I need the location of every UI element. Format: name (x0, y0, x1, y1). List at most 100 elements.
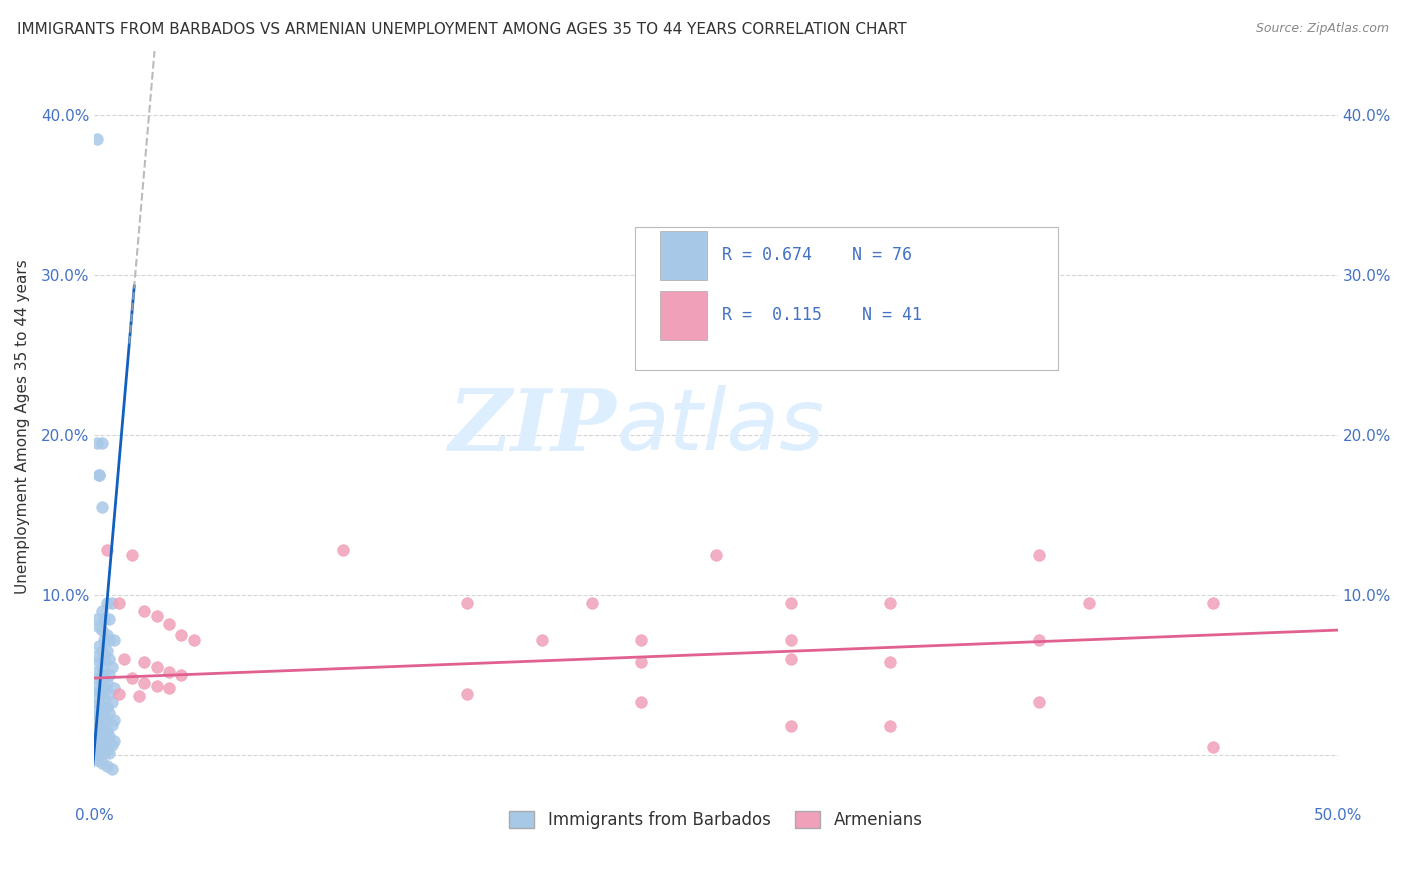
Point (1202, 596, 1225, 610)
Point (90, 674, 112, 689)
FancyBboxPatch shape (659, 292, 707, 341)
Point (1202, 739, 1225, 754)
Point (134, 655, 156, 669)
Point (103, 713, 125, 727)
Point (93, 747, 115, 761)
Point (96, 700, 118, 714)
FancyBboxPatch shape (659, 231, 707, 280)
Point (89, 684, 111, 698)
Point (879, 596, 901, 610)
Point (96, 743, 118, 757)
Point (86, 435, 108, 450)
Point (779, 632, 801, 647)
Point (86, 703, 108, 717)
Point (86, 714, 108, 729)
Point (879, 655, 901, 669)
Point (93, 652, 115, 666)
Point (89, 467, 111, 482)
Point (879, 719, 901, 733)
Point (89, 655, 111, 669)
Point (89, 639, 111, 653)
Point (90, 733, 112, 747)
Point (96, 759, 118, 773)
Point (630, 632, 652, 647)
Y-axis label: Unemployment Among Ages 35 to 44 years: Unemployment Among Ages 35 to 44 years (15, 260, 30, 594)
Point (93, 705, 115, 719)
Point (90, 500, 112, 514)
Point (170, 668, 193, 682)
Point (98, 747, 121, 761)
Point (157, 616, 180, 631)
Point (1028, 548, 1050, 562)
Point (89, 467, 111, 482)
Point (101, 762, 124, 776)
Point (90, 435, 112, 450)
Point (98, 612, 121, 626)
Point (530, 632, 553, 647)
Point (128, 689, 150, 703)
Point (101, 695, 124, 709)
Point (89, 671, 111, 685)
Point (103, 632, 125, 647)
Point (86, 132, 108, 146)
FancyBboxPatch shape (636, 227, 1057, 370)
Point (86, 648, 108, 663)
Point (93, 681, 115, 695)
Point (90, 700, 112, 714)
Point (98, 687, 121, 701)
Point (145, 660, 167, 674)
Point (86, 725, 108, 739)
Point (98, 706, 121, 721)
Point (1078, 596, 1101, 610)
Point (90, 660, 112, 674)
Point (90, 644, 112, 658)
Point (332, 543, 354, 558)
Point (157, 681, 180, 695)
Point (630, 655, 652, 669)
Point (90, 756, 112, 770)
Point (86, 690, 108, 705)
Point (89, 719, 111, 733)
Point (112, 652, 135, 666)
Point (93, 612, 115, 626)
Point (101, 660, 124, 674)
Point (90, 687, 112, 701)
Point (93, 737, 115, 751)
Point (93, 727, 115, 741)
Point (103, 733, 125, 747)
Point (101, 739, 124, 753)
Point (90, 723, 112, 737)
Text: atlas: atlas (617, 385, 824, 468)
Point (93, 715, 115, 730)
Point (183, 632, 205, 647)
Point (89, 697, 111, 711)
Text: R =  0.115    N = 41: R = 0.115 N = 41 (723, 307, 922, 325)
Point (170, 628, 193, 642)
Point (93, 668, 115, 682)
Point (98, 668, 121, 682)
Point (134, 676, 156, 690)
Point (101, 717, 124, 731)
Point (93, 692, 115, 706)
Point (121, 548, 143, 562)
Point (98, 632, 121, 647)
Point (98, 729, 121, 743)
Point (86, 679, 108, 693)
Point (86, 753, 108, 767)
Point (704, 548, 727, 562)
Point (98, 652, 121, 666)
Point (779, 596, 801, 610)
Text: IMMIGRANTS FROM BARBADOS VS ARMENIAN UNEMPLOYMENT AMONG AGES 35 TO 44 YEARS CORR: IMMIGRANTS FROM BARBADOS VS ARMENIAN UNE… (17, 22, 907, 37)
Point (101, 596, 124, 610)
Point (86, 612, 108, 626)
Point (103, 681, 125, 695)
Point (456, 687, 478, 701)
Point (96, 596, 118, 610)
Point (1028, 695, 1050, 709)
Point (96, 676, 118, 690)
Point (90, 604, 112, 618)
Point (157, 665, 180, 679)
Point (134, 604, 156, 618)
Text: ZIP: ZIP (449, 385, 617, 468)
Point (96, 628, 118, 642)
